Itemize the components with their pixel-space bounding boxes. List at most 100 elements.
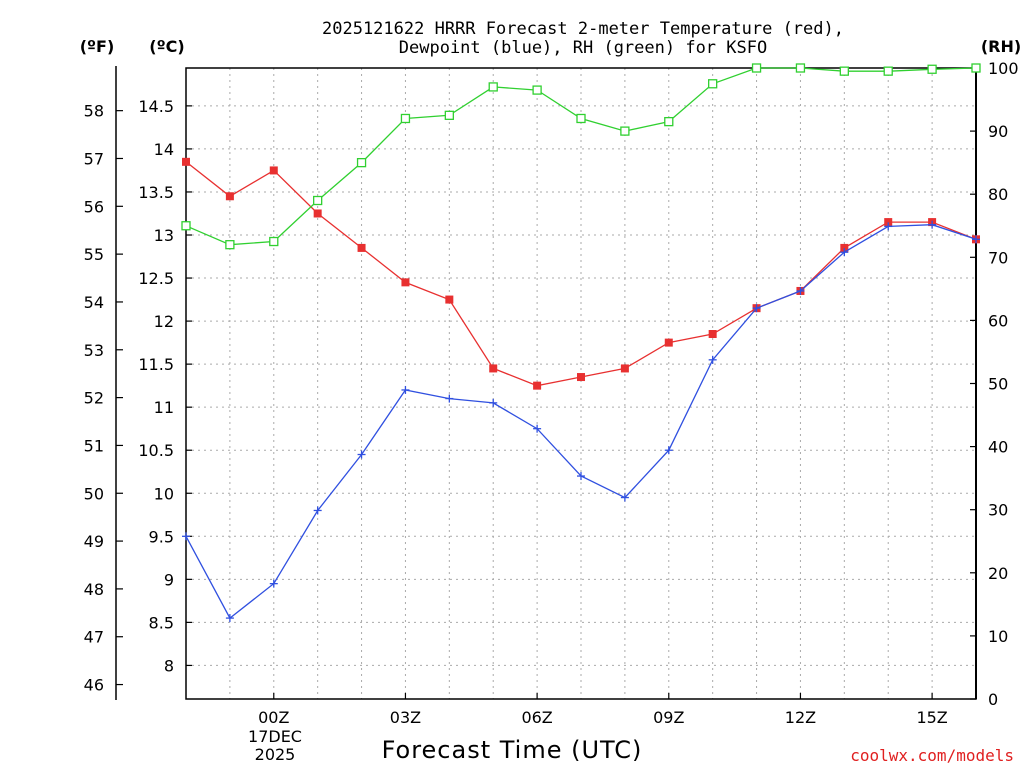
fahrenheit-tick-label: 53 bbox=[84, 341, 104, 360]
rh-tick-label: 20 bbox=[988, 564, 1008, 583]
dewpoint-line bbox=[185, 224, 977, 620]
chart-title-line-1: 2025121622 HRRR Forecast 2-meter Tempera… bbox=[322, 19, 844, 39]
fahrenheit-tick-label: 50 bbox=[84, 484, 104, 503]
fahrenheit-tick-label: 48 bbox=[84, 580, 104, 599]
celsius-tick-label: 9.5 bbox=[149, 527, 174, 546]
dewpoint-point bbox=[972, 235, 980, 244]
source-credit: coolwx.com/models bbox=[850, 746, 1014, 765]
fahrenheit-tick-label: 55 bbox=[84, 245, 104, 264]
rh-point bbox=[225, 240, 235, 250]
dewpoint-point bbox=[620, 493, 629, 502]
rh-tick-label: 70 bbox=[988, 248, 1008, 267]
dewpoint-point bbox=[840, 248, 849, 257]
rh-tick-label: 90 bbox=[988, 122, 1008, 141]
fahrenheit-tick-label: 47 bbox=[84, 628, 104, 647]
rh-point bbox=[444, 110, 454, 120]
celsius-tick-label: 11 bbox=[154, 398, 174, 417]
rh-point bbox=[927, 64, 937, 74]
rh-tick-label: 50 bbox=[988, 375, 1008, 394]
temperature-point bbox=[664, 338, 673, 347]
celsius-tick-label: 10.5 bbox=[138, 441, 174, 460]
rh-point bbox=[839, 66, 849, 76]
celsius-tick-label: 13.5 bbox=[138, 183, 174, 202]
celsius-tick-label: 8.5 bbox=[149, 613, 174, 632]
rh-point bbox=[356, 157, 367, 168]
temperature-point bbox=[620, 364, 629, 373]
temperature-point bbox=[357, 243, 366, 252]
celsius-tick-label: 14 bbox=[154, 140, 174, 159]
temperature-point bbox=[313, 209, 322, 218]
dewpoint-point bbox=[708, 355, 717, 364]
x-tick-label: 00Z bbox=[258, 708, 289, 727]
dewpoint-point bbox=[577, 472, 585, 481]
rh-tick-label: 30 bbox=[988, 501, 1008, 520]
temperature-point bbox=[182, 157, 190, 166]
temperature-point bbox=[269, 166, 278, 175]
plot-frame bbox=[185, 67, 977, 700]
fahrenheit-tick-label: 49 bbox=[84, 532, 104, 551]
rh-point bbox=[751, 63, 762, 73]
x-date-day: 17DEC bbox=[248, 727, 302, 746]
rh-tick-label: 100 bbox=[988, 59, 1019, 78]
rh-tick-label: 80 bbox=[988, 185, 1008, 204]
dewpoint-point bbox=[357, 450, 366, 459]
chart-title-line-2: Dewpoint (blue), RH (green) for KSFO bbox=[399, 38, 767, 58]
fahrenheit-unit-label: (ºF) bbox=[80, 37, 115, 56]
fahrenheit-tick-label: 46 bbox=[84, 676, 104, 695]
x-tick-label: 03Z bbox=[390, 708, 421, 727]
rh-point bbox=[664, 116, 674, 127]
x-tick-label: 06Z bbox=[521, 708, 552, 727]
rh-point bbox=[883, 66, 893, 76]
fahrenheit-tick-label: 51 bbox=[84, 436, 104, 455]
tick-labels: 46 47 48 49 50 51 52 53 54 55 56 57 58 8 8.5 9 9.5 10 10.5… bbox=[84, 59, 1019, 727]
axes bbox=[115, 66, 977, 700]
rh-tick-label: 40 bbox=[988, 438, 1008, 457]
rh-point bbox=[620, 126, 630, 136]
dewpoint-point bbox=[225, 614, 234, 623]
rh-point bbox=[181, 221, 191, 231]
temperature-point bbox=[884, 218, 893, 227]
x-tick-label: 09Z bbox=[653, 708, 684, 727]
fahrenheit-tick-label: 56 bbox=[84, 197, 104, 216]
x-axis-title: Forecast Time (UTC) bbox=[382, 736, 643, 764]
temperature-point bbox=[401, 278, 410, 287]
grid-lines bbox=[186, 68, 976, 699]
rh-point bbox=[532, 85, 542, 95]
dewpoint-point bbox=[752, 304, 761, 313]
data-series bbox=[181, 63, 981, 623]
rh-tick-label: 60 bbox=[988, 311, 1008, 330]
dewpoint-point bbox=[269, 579, 278, 588]
dewpoint-point bbox=[489, 398, 498, 407]
rh-point bbox=[488, 82, 498, 92]
dewpoint-point bbox=[313, 506, 322, 515]
dewpoint-point bbox=[796, 286, 805, 295]
rh-unit-label: (RH) bbox=[981, 37, 1021, 56]
temperature-point bbox=[489, 364, 498, 373]
celsius-tick-label: 13 bbox=[154, 226, 174, 245]
temperature-point bbox=[533, 381, 542, 390]
rh-point bbox=[708, 79, 718, 89]
rh-point bbox=[795, 63, 806, 73]
dewpoint-point bbox=[884, 222, 893, 231]
rh-point bbox=[269, 236, 279, 247]
fahrenheit-tick-label: 54 bbox=[84, 293, 104, 312]
x-date-year: 2025 bbox=[255, 745, 296, 764]
x-tick-label: 12Z bbox=[785, 708, 816, 727]
rh-tick-label: 0 bbox=[988, 690, 998, 709]
temperature-point bbox=[445, 295, 454, 304]
rh-point bbox=[313, 195, 323, 206]
rh-point bbox=[576, 113, 586, 124]
dewpoint-point bbox=[928, 220, 937, 229]
dewpoint-point bbox=[664, 446, 673, 455]
fahrenheit-tick-label: 52 bbox=[84, 389, 104, 408]
celsius-tick-label: 14.5 bbox=[138, 97, 174, 116]
celsius-unit-label: (ºC) bbox=[149, 37, 184, 56]
rh-tick-label: 10 bbox=[988, 627, 1008, 646]
celsius-tick-label: 9 bbox=[164, 570, 174, 589]
celsius-tick-label: 12.5 bbox=[138, 269, 174, 288]
temperature-point bbox=[840, 243, 849, 252]
fahrenheit-tick-label: 58 bbox=[84, 102, 104, 121]
celsius-tick-label: 11.5 bbox=[138, 355, 174, 374]
x-tick-label: 15Z bbox=[916, 708, 947, 727]
